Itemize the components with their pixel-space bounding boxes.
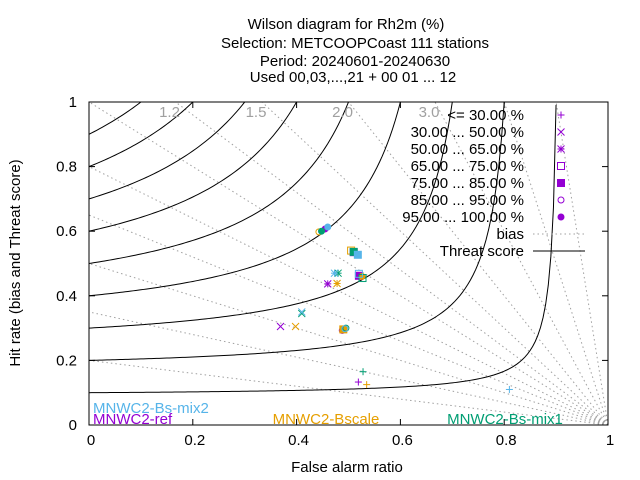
x-tick-label: 0.8 xyxy=(496,432,517,449)
threat-score-curve xyxy=(89,102,142,135)
data-point xyxy=(359,368,367,376)
threat-score-curve xyxy=(89,102,246,200)
threat-score-curve xyxy=(89,102,453,329)
model-label: MNWC2-Bscale xyxy=(273,411,380,428)
data-point xyxy=(342,324,350,332)
y-tick-label: 1 xyxy=(69,94,77,111)
y-tick-label: 0.4 xyxy=(56,288,77,305)
threat-score-curve xyxy=(89,102,350,264)
legend-label: 75.00 ... 85.00 % xyxy=(411,175,524,192)
y-tick-label: 0.8 xyxy=(56,159,77,176)
x-tick-label: 0.6 xyxy=(392,432,413,449)
legend-label: 85.00 ... 95.00 % xyxy=(411,192,524,209)
y-tick-label: 0.2 xyxy=(56,352,77,369)
data-point xyxy=(505,385,513,393)
data-point xyxy=(318,227,326,235)
legend-label: Threat score xyxy=(440,243,524,260)
legend-marker xyxy=(557,145,565,153)
threat-score-curve xyxy=(89,102,401,297)
legend-marker xyxy=(557,162,565,170)
legend-marker xyxy=(557,128,565,136)
y-tick-label: 0 xyxy=(69,417,77,434)
bias-label: 2.0 xyxy=(332,104,353,121)
bias-label: 3.0 xyxy=(419,104,440,121)
data-point xyxy=(330,269,339,278)
threat-score-curve xyxy=(89,104,557,394)
bias-line xyxy=(175,102,608,425)
legend-marker xyxy=(557,179,565,187)
model-label: MNWC2-Bs-mix1 xyxy=(447,411,563,428)
data-point xyxy=(353,250,362,259)
data-point xyxy=(291,322,300,331)
bias-line xyxy=(89,214,608,425)
bias-line xyxy=(555,102,608,425)
data-point xyxy=(276,322,285,331)
data-point xyxy=(324,223,332,231)
y-axis-label: Hit rate (bias and Threat score) xyxy=(7,159,24,366)
legend-marker xyxy=(557,213,565,221)
data-point xyxy=(297,309,306,318)
legend-label: 95.00 ... 100.00 % xyxy=(402,209,524,226)
chart-title-line-4: Used 00,03,...,21 + 00 01 ... 12 xyxy=(250,69,456,86)
bias-line xyxy=(89,166,608,425)
x-tick-label: 0 xyxy=(87,432,95,449)
threat-score-curve xyxy=(89,102,194,168)
data-point xyxy=(354,269,363,278)
chart-title-line-3: Period: 20240601-20240630 xyxy=(260,53,450,70)
x-tick-label: 0.2 xyxy=(184,432,205,449)
model-label: MNWC2-Bs-mix2 xyxy=(93,400,209,417)
bias-label: 1.5 xyxy=(246,104,267,121)
legend-label: 50.00 ... 65.00 % xyxy=(411,141,524,158)
bias-label: 1.2 xyxy=(159,104,180,121)
data-point xyxy=(341,325,349,333)
legend-label: <= 30.00 % xyxy=(447,107,524,124)
bias-line xyxy=(89,311,608,425)
x-tick-label: 1 xyxy=(606,432,614,449)
bias-line xyxy=(89,263,608,425)
threat-score-curve xyxy=(89,102,298,232)
data-point xyxy=(297,308,306,316)
threat-score-curve xyxy=(89,102,505,361)
legend-label: 65.00 ... 75.00 % xyxy=(411,158,524,175)
data-point xyxy=(354,378,362,386)
legend-marker xyxy=(557,111,565,119)
chart-title-line-1: Wilson diagram for Rh2m (%) xyxy=(248,16,445,33)
y-tick-label: 0.6 xyxy=(56,223,77,240)
legend-label: 30.00 ... 50.00 % xyxy=(411,124,524,141)
legend-marker xyxy=(557,196,565,204)
chart-title-line-2: Selection: METCOOPCoast 111 stations xyxy=(221,35,489,52)
legend-label: bias xyxy=(496,226,524,243)
plot-frame xyxy=(88,101,609,426)
bias-line xyxy=(89,359,608,425)
bias-line xyxy=(89,102,608,425)
model-label: MNWC2-ref xyxy=(93,411,173,428)
data-point xyxy=(363,381,371,389)
x-tick-label: 0.4 xyxy=(288,432,309,449)
x-axis-label: False alarm ratio xyxy=(291,459,403,476)
data-point xyxy=(323,279,332,288)
data-point xyxy=(333,279,341,288)
